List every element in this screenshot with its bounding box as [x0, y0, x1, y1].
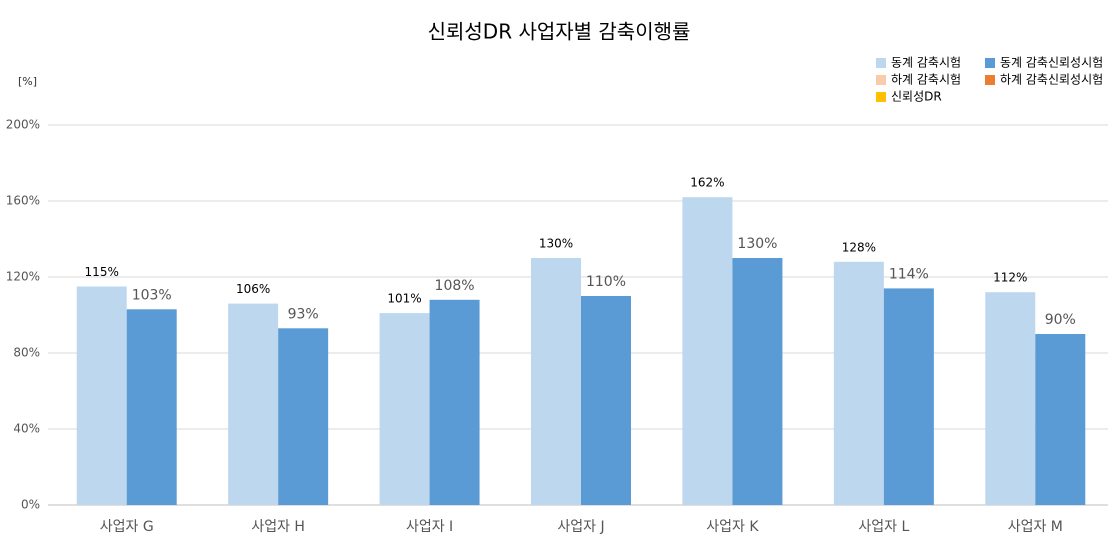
legend-label: 신뢰성DR	[891, 90, 942, 104]
y-tick-label: 200%	[6, 118, 40, 132]
bar	[1035, 334, 1086, 505]
data-label: 106%	[236, 282, 270, 296]
data-label: 90%	[1045, 312, 1076, 328]
bar	[278, 328, 329, 505]
bar	[76, 286, 127, 505]
data-label: 108%	[435, 278, 475, 294]
data-label: 110%	[586, 274, 626, 290]
legend-label: 동계 감축신뢰성시험	[1000, 56, 1103, 70]
y-tick-label: 160%	[6, 194, 40, 208]
y-unit: [%]	[18, 75, 37, 88]
data-label: 112%	[993, 271, 1027, 285]
x-tick-label: 사업자 H	[251, 519, 305, 535]
legend-swatch	[985, 58, 995, 68]
legend-label: 동계 감축시험	[891, 56, 961, 70]
legend-label: 하계 감축신뢰성시험	[1000, 73, 1103, 87]
y-tick-label: 40%	[13, 422, 40, 436]
bar	[228, 303, 279, 505]
legend-label: 하계 감축시험	[891, 73, 961, 87]
bar	[985, 292, 1036, 505]
bar	[682, 197, 733, 505]
y-tick-label: 0%	[21, 498, 40, 512]
data-label: 130%	[539, 237, 573, 251]
x-tick-label: 사업자 J	[557, 519, 604, 535]
bar	[126, 309, 177, 505]
data-label: 115%	[85, 265, 119, 279]
x-tick-label: 사업자 M	[1008, 519, 1063, 535]
data-label: 128%	[842, 240, 876, 254]
data-label: 103%	[132, 287, 172, 303]
legend-swatch	[985, 75, 995, 85]
bar	[581, 296, 631, 505]
x-tick-label: 사업자 L	[858, 519, 909, 535]
bar	[732, 258, 783, 505]
bar	[379, 313, 430, 505]
chart-title: 신뢰성DR 사업자별 감축이행률	[428, 20, 691, 44]
bar	[883, 288, 934, 505]
bar	[833, 261, 884, 505]
legend-swatch	[876, 58, 886, 68]
data-label: 101%	[387, 292, 421, 306]
y-tick-label: 80%	[13, 346, 40, 360]
data-label: 162%	[690, 176, 724, 190]
data-label: 93%	[288, 306, 319, 322]
legend-swatch	[876, 75, 886, 85]
bar	[531, 258, 581, 505]
bar	[429, 299, 480, 505]
data-label: 114%	[889, 266, 929, 282]
data-label: 130%	[737, 236, 777, 252]
x-tick-label: 사업자 I	[406, 519, 453, 535]
x-tick-label: 사업자 K	[706, 519, 759, 535]
y-tick-label: 120%	[6, 270, 40, 284]
x-tick-label: 사업자 G	[100, 519, 154, 535]
legend-swatch	[876, 92, 886, 102]
